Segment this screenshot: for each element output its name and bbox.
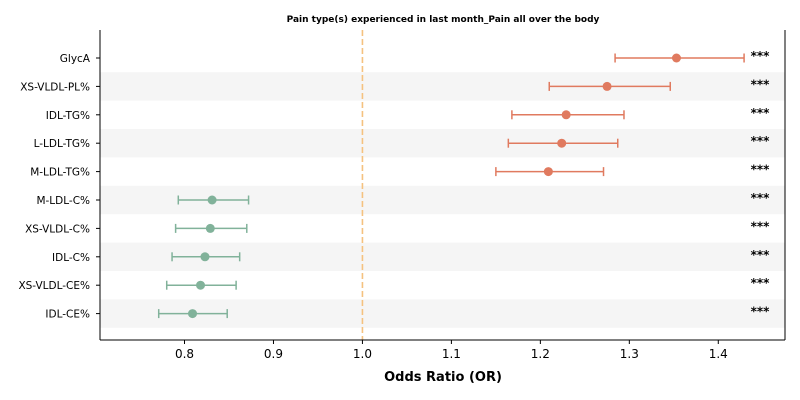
odds-ratio-point (205, 223, 215, 233)
row-m-ldl-tg-: M-LDL-TG% *** (30, 163, 770, 179)
row-glyca: GlycA *** (60, 49, 770, 65)
y-tick-label: M-LDL-C% (36, 195, 90, 207)
x-tick-label: 1.2 (531, 347, 550, 361)
x-tick-label: 1.4 (709, 347, 728, 361)
row-idl-tg-: IDL-TG% *** (46, 106, 770, 122)
significance-label: *** (751, 106, 771, 120)
significance-label: *** (751, 276, 771, 290)
significance-label: *** (751, 191, 771, 205)
row-l-ldl-tg-: L-LDL-TG% *** (34, 134, 771, 150)
y-tick-label: M-LDL-TG% (30, 167, 90, 179)
significance-label: *** (751, 49, 771, 63)
odds-ratio-point (671, 53, 681, 63)
x-tick-label: 0.8 (175, 347, 194, 361)
chart-title: Pain type(s) experienced in last month_P… (287, 15, 600, 25)
odds-ratio-point (543, 167, 553, 177)
y-tick-label: XS-VLDL-PL% (20, 81, 90, 93)
odds-ratio-point (602, 81, 612, 91)
odds-ratio-point (557, 138, 567, 148)
y-tick-label: IDL-CE% (45, 309, 90, 321)
row-xs-vldl-ce-: XS-VLDL-CE% *** (18, 276, 770, 292)
data-rows: GlycA ***XS-VLDL-PL% ***IDL-TG% ***L-LDL-TG… (18, 49, 770, 321)
y-tick-label: IDL-C% (52, 252, 90, 264)
row-xs-vldl-c-: XS-VLDL-C% *** (25, 219, 770, 235)
significance-label: *** (751, 248, 771, 262)
x-axis-label: Odds Ratio (OR) (384, 370, 502, 385)
axes: 0.8 0.9 1.0 1.1 1.2 1.3 1.4 (99, 30, 786, 361)
x-tick-label: 1.0 (353, 347, 372, 361)
odds-ratio-point (207, 195, 217, 205)
x-tick-label: 1.1 (442, 347, 461, 361)
y-tick-label: GlycA (60, 53, 91, 65)
odds-ratio-point (200, 252, 210, 262)
significance-label: *** (751, 163, 771, 177)
y-tick-label: XS-VLDL-C% (25, 223, 90, 235)
row-idl-ce-: IDL-CE% *** (45, 305, 770, 321)
significance-label: *** (751, 219, 771, 233)
odds-ratio-point (188, 309, 198, 319)
x-tick-label: 1.3 (620, 347, 639, 361)
significance-label: *** (751, 305, 771, 319)
significance-label: *** (751, 134, 771, 148)
row-band (100, 72, 785, 101)
y-tick-label: L-LDL-TG% (34, 138, 90, 150)
y-tick-label: IDL-TG% (46, 110, 90, 122)
row-band (100, 129, 785, 158)
significance-label: *** (751, 77, 771, 91)
odds-ratio-point (561, 110, 571, 120)
y-tick-label: XS-VLDL-CE% (18, 280, 90, 292)
x-tick-label: 0.9 (264, 347, 283, 361)
row-idl-c-: IDL-C% *** (52, 248, 770, 264)
row-m-ldl-c-: M-LDL-C% *** (36, 191, 770, 207)
odds-ratio-point (196, 280, 206, 290)
row-xs-vldl-pl-: XS-VLDL-PL% *** (20, 77, 770, 93)
